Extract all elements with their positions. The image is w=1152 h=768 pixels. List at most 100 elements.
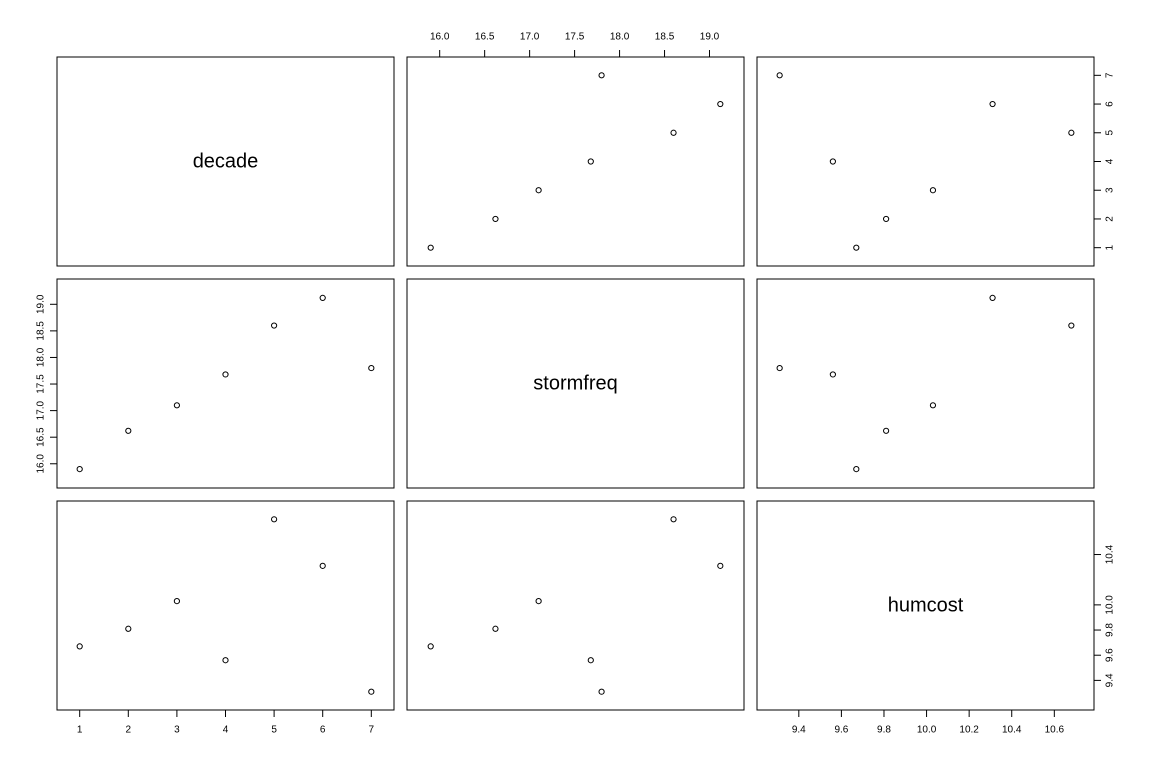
panel-frame	[756, 56, 1095, 267]
point-humcost-stormfreq-3	[929, 402, 937, 409]
panel-frame	[56, 56, 395, 267]
point-stormfreq-humcost-5	[670, 516, 677, 523]
point-stormfreq-humcost-6	[717, 562, 724, 569]
panel-decade-vs-stormfreq	[406, 56, 745, 267]
tick-label: 2	[1105, 216, 1116, 222]
tick-label: 18.0	[610, 32, 630, 43]
point-humcost-decade-2	[883, 215, 890, 223]
point-decade-stormfreq-7	[368, 364, 375, 372]
tick-label: 10.0	[1105, 595, 1116, 615]
panel-humcost-vs-decade	[56, 500, 395, 711]
tick-label: 16.5	[475, 32, 495, 43]
tick-label: 17.5	[565, 32, 585, 43]
tick-label: 6	[1105, 101, 1116, 107]
tick-label: 2	[126, 725, 132, 736]
tick-label: 4	[1105, 158, 1116, 164]
point-decade-stormfreq-4	[222, 371, 229, 378]
tick-label: 1	[1105, 244, 1116, 250]
tick-label: 1	[77, 725, 83, 736]
point-stormfreq-humcost-4	[587, 657, 594, 664]
panel-frame	[56, 278, 395, 489]
point-humcost-decade-3	[929, 187, 937, 194]
point-decade-humcost-4	[222, 657, 229, 664]
variable-label-decade: decade	[193, 151, 259, 173]
point-stormfreq-decade-7	[598, 72, 605, 79]
point-decade-humcost-3	[173, 598, 180, 605]
tick-label: 10.6	[1045, 725, 1065, 736]
tick-label: 5	[271, 725, 277, 736]
tick-label: 5	[1105, 130, 1116, 136]
point-humcost-stormfreq-5	[1068, 322, 1075, 329]
point-humcost-decade-4	[829, 158, 836, 165]
point-stormfreq-decade-5	[670, 129, 677, 136]
point-decade-humcost-7	[368, 688, 375, 695]
x-axis-humcost-bottom: 9.4 9.6 9.8 10.0 10.2 10.4 10.6	[792, 709, 1065, 736]
x-axis-stormfreq-top: 16.0 16.5 17.0 17.5 18.0 18.5 19.0	[430, 32, 720, 58]
tick-label: 10.0	[917, 725, 937, 736]
tick-label: 18.5	[36, 321, 47, 341]
tick-label: 3	[1105, 187, 1116, 193]
point-decade-humcost-2	[125, 625, 132, 632]
point-humcost-decade-6	[989, 100, 996, 108]
tick-label: 10.2	[959, 725, 979, 736]
point-stormfreq-decade-3	[535, 187, 542, 194]
point-stormfreq-decade-4	[587, 158, 594, 165]
tick-label: 17.0	[520, 32, 540, 43]
tick-label: 9.4	[792, 725, 806, 736]
tick-label: 7	[1105, 72, 1116, 78]
point-decade-humcost-5	[271, 516, 278, 523]
point-decade-stormfreq-1	[76, 465, 83, 473]
point-stormfreq-decade-6	[717, 100, 724, 108]
panel-frame	[56, 500, 395, 711]
tick-label: 16.5	[36, 427, 47, 447]
tick-label: 9.8	[1105, 623, 1116, 637]
point-stormfreq-humcost-3	[535, 598, 542, 605]
panel-humcost-vs-humcost: humcost	[756, 500, 1095, 711]
tick-label: 18.5	[655, 32, 675, 43]
point-decade-stormfreq-5	[271, 322, 278, 329]
tick-label: 10.4	[1105, 544, 1116, 564]
y-axis-humcost-right: 9.4 9.6 9.8 10.0 10.4	[1093, 544, 1116, 687]
tick-label: 19.0	[700, 32, 720, 43]
point-humcost-stormfreq-6	[989, 294, 996, 302]
point-stormfreq-humcost-7	[598, 688, 605, 695]
point-humcost-decade-5	[1068, 129, 1075, 136]
point-humcost-stormfreq-4	[829, 371, 836, 378]
point-decade-humcost-1	[76, 643, 83, 650]
y-axis-stormfreq-left: 16.0 16.5 17.0 17.5 18.0 18.5 19.0	[36, 294, 58, 474]
tick-label: 16.0	[430, 32, 450, 43]
point-humcost-stormfreq-2	[883, 427, 890, 434]
y-axis-decade-right: 1 2 3 4 5 6 7	[1093, 72, 1116, 250]
tick-label: 18.0	[36, 347, 47, 367]
point-humcost-decade-7	[776, 72, 783, 79]
variable-label-stormfreq: stormfreq	[533, 373, 617, 395]
point-humcost-stormfreq-7	[776, 364, 783, 372]
tick-label: 17.0	[36, 400, 47, 420]
panel-frame	[406, 278, 745, 489]
panel-stormfreq-vs-stormfreq: stormfreq	[406, 278, 745, 489]
variable-label-humcost: humcost	[888, 595, 964, 617]
tick-label: 6	[320, 725, 326, 736]
point-stormfreq-humcost-2	[492, 625, 499, 632]
point-decade-stormfreq-6	[319, 294, 326, 302]
tick-label: 9.8	[877, 725, 891, 736]
panel-frame	[406, 500, 745, 711]
tick-label: 4	[223, 725, 229, 736]
tick-label: 19.0	[36, 294, 47, 314]
panel-decade-vs-decade: decade	[56, 56, 395, 267]
panel-humcost-vs-stormfreq	[406, 500, 745, 711]
x-axis-decade-bottom: 1 2 3 4 5 6 7	[77, 709, 375, 736]
tick-label: 17.5	[36, 374, 47, 394]
point-stormfreq-humcost-1	[427, 643, 434, 650]
panel-frame	[756, 278, 1095, 489]
point-decade-humcost-6	[319, 562, 326, 569]
tick-label: 10.4	[1002, 725, 1022, 736]
tick-label: 16.0	[36, 454, 47, 474]
point-decade-stormfreq-2	[125, 427, 132, 434]
tick-label: 9.6	[834, 725, 848, 736]
panel-stormfreq-vs-humcost	[756, 278, 1095, 489]
tick-label: 9.6	[1105, 648, 1116, 662]
point-stormfreq-decade-1	[427, 244, 434, 251]
panel-stormfreq-vs-decade	[56, 278, 395, 489]
